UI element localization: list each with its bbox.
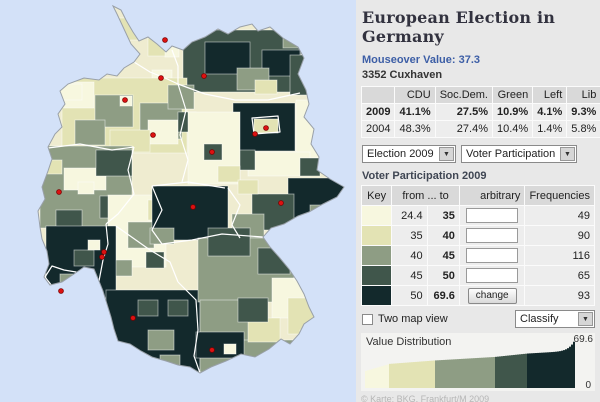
- to-cell: 45: [427, 246, 459, 265]
- chart-min-label: 0: [585, 380, 591, 391]
- election-select[interactable]: Election 2009 ▼: [362, 145, 456, 163]
- from-cell: 24.4: [392, 206, 427, 225]
- mouseover-value: Mouseover Value: 37.3: [362, 54, 480, 66]
- results-col-empty: [362, 87, 395, 103]
- value-cell: 9.3%: [567, 104, 600, 120]
- germany-choropleth-map[interactable]: [0, 0, 356, 402]
- city-marker: [99, 254, 105, 260]
- election-select-value: Election 2009: [367, 148, 434, 160]
- legend-col-frequencies: Frequencies: [525, 186, 594, 205]
- value-cell: 10.9%: [492, 104, 533, 120]
- legend-col-arbitrary: arbitrary: [459, 186, 525, 205]
- arbitrary-input[interactable]: [466, 268, 519, 283]
- legend-col-key: Key: [362, 186, 392, 205]
- value-cell: 48.3%: [395, 121, 435, 137]
- city-marker: [58, 288, 64, 294]
- legend-row: 35 40 90: [362, 226, 594, 245]
- city-marker: [56, 189, 62, 195]
- city-marker: [190, 204, 196, 210]
- frequency-cell: 90: [525, 226, 594, 245]
- value-cell: 10.4%: [492, 121, 533, 137]
- from-cell: 50: [392, 286, 427, 305]
- chevron-down-icon[interactable]: ▼: [578, 312, 593, 326]
- city-marker: [263, 125, 269, 131]
- results-row-2004: 2004 48.3% 27.4% 10.4% 1.4% 5.8%: [362, 121, 600, 137]
- map-pane: [0, 0, 356, 402]
- city-marker: [122, 97, 128, 103]
- credits-line: © Karte: BKG, Frankfurt/M 2009: [361, 394, 490, 402]
- two-map-checkbox[interactable]: [362, 313, 373, 325]
- results-col-lib: Lib: [567, 87, 600, 103]
- frequency-cell: 65: [525, 266, 594, 285]
- key-swatch: [362, 246, 392, 265]
- arbitrary-input[interactable]: [466, 208, 519, 223]
- arbitrary-input[interactable]: [466, 228, 519, 243]
- value-cell: 5.8%: [567, 121, 600, 137]
- legend-table: Key from ... to arbitrary Frequencies 24…: [361, 185, 595, 306]
- to-cell: 50: [427, 266, 459, 285]
- measure-select-value: Voter Participation: [466, 148, 556, 160]
- city-marker: [162, 37, 168, 43]
- results-col-cdu: CDU: [395, 87, 435, 103]
- frequency-cell: 93: [525, 286, 594, 305]
- chart-title: Value Distribution: [366, 336, 452, 348]
- selected-region-label: 3352 Cuxhaven: [362, 69, 443, 81]
- city-marker: [158, 75, 164, 81]
- page-title: European Election in Germany: [362, 8, 556, 46]
- frequency-cell: 49: [525, 206, 594, 225]
- chevron-down-icon[interactable]: ▼: [439, 147, 454, 161]
- to-cell: 69.6: [427, 286, 459, 305]
- value-distribution-panel: Value Distribution 69.6 0: [361, 333, 595, 391]
- key-swatch: [362, 266, 392, 285]
- year-cell: 2009: [362, 104, 395, 120]
- results-row-2009: 2009 41.1% 27.5% 10.9% 4.1% 9.3%: [362, 104, 600, 120]
- legend-col-range: from ... to: [392, 186, 459, 205]
- key-swatch: [362, 286, 392, 305]
- value-cell: 4.1%: [533, 104, 567, 120]
- to-cell: 35: [427, 206, 459, 225]
- distribution-chart: [365, 341, 575, 388]
- city-marker: [101, 249, 107, 255]
- legend-heading: Voter Participation 2009: [362, 170, 487, 182]
- legend-row: 24.4 35 49: [362, 206, 594, 225]
- year-cell: 2004: [362, 121, 395, 137]
- value-cell: 27.5%: [435, 104, 492, 120]
- footer: © Karte: BKG, Frankfurt/M 2009 © Daten: …: [361, 394, 595, 402]
- city-marker: [201, 73, 207, 79]
- value-cell: 27.4%: [435, 121, 492, 137]
- from-cell: 40: [392, 246, 427, 265]
- city-marker: [209, 149, 215, 155]
- legend-row: 50 69.6 change 93: [362, 286, 594, 305]
- value-cell: 1.4%: [533, 121, 567, 137]
- two-map-label: Two map view: [378, 313, 448, 325]
- results-col-left: Left: [533, 87, 567, 103]
- results-table: CDU Soc.Dem. Green Left Lib 2009 41.1% 2…: [361, 86, 600, 138]
- change-button[interactable]: change: [467, 287, 517, 304]
- key-swatch: [362, 206, 392, 225]
- chevron-down-icon[interactable]: ▼: [560, 147, 575, 161]
- results-col-green: Green: [492, 87, 533, 103]
- to-cell: 40: [427, 226, 459, 245]
- legend-row: 45 50 65: [362, 266, 594, 285]
- legend-row: 40 45 116: [362, 246, 594, 265]
- city-marker: [150, 132, 156, 138]
- city-marker: [252, 131, 258, 137]
- city-marker: [209, 347, 215, 353]
- frequency-cell: 116: [525, 246, 594, 265]
- city-marker: [130, 315, 136, 321]
- chart-max-label: 69.6: [573, 334, 593, 345]
- classify-select[interactable]: Classify ▼: [515, 310, 595, 328]
- from-cell: 45: [392, 266, 427, 285]
- key-swatch: [362, 226, 392, 245]
- arbitrary-input[interactable]: [466, 248, 519, 263]
- classify-select-value: Classify: [520, 313, 559, 325]
- control-panel: European Election in Germany Mouseover V…: [356, 0, 600, 402]
- city-marker: [278, 200, 284, 206]
- value-cell: 41.1%: [395, 104, 435, 120]
- measure-select[interactable]: Voter Participation ▼: [461, 145, 577, 163]
- from-cell: 35: [392, 226, 427, 245]
- results-col-socdem: Soc.Dem.: [435, 87, 492, 103]
